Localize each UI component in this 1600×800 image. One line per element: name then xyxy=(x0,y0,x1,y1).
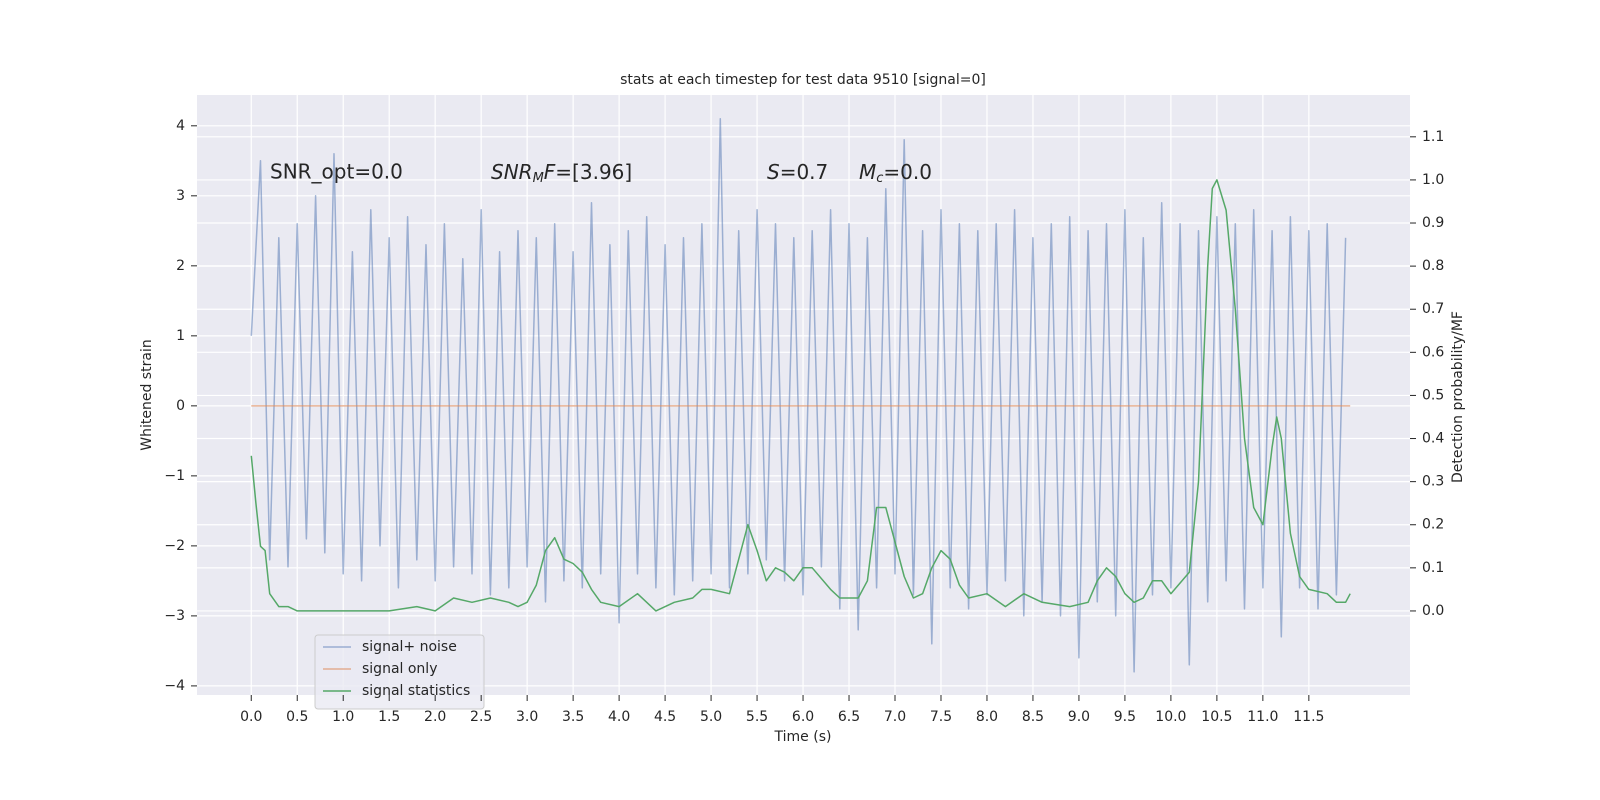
x-tick-label: 5.5 xyxy=(746,709,768,725)
x-tick-label: 11.5 xyxy=(1293,709,1324,725)
x-tick-label: 6.0 xyxy=(792,709,814,725)
annotation-part: M xyxy=(533,171,544,186)
y2-tick-label: 0.5 xyxy=(1422,387,1444,403)
series-line xyxy=(250,179,1351,612)
y-tick-label: −3 xyxy=(164,608,185,624)
annotation-part: =[3.96] xyxy=(555,160,632,184)
y-tick-label: 1 xyxy=(176,328,185,344)
y2-tick-label: 0.9 xyxy=(1422,215,1444,231)
x-tick-label: 10.5 xyxy=(1201,709,1232,725)
x-tick-label: 8.5 xyxy=(1022,709,1044,725)
y-tick-label: 4 xyxy=(176,118,185,134)
annotation: Mc=0.0 xyxy=(859,160,932,186)
annotation: S=0.7 xyxy=(767,160,828,184)
legend-box xyxy=(314,634,485,710)
y2-tick-label: 0.1 xyxy=(1422,560,1444,576)
y-axis-label: Whitened strain xyxy=(139,339,155,450)
y-tick-label: −1 xyxy=(164,468,185,484)
y2-axis-label: Detection probability/MF xyxy=(1450,311,1466,483)
annotation-part: SNR xyxy=(491,160,533,184)
x-tick-label: 7.0 xyxy=(884,709,906,725)
x-tick-label: 9.0 xyxy=(1068,709,1090,725)
y-tick-label: −4 xyxy=(164,678,185,694)
annotation-part: c xyxy=(876,171,883,186)
x-tick-label: 7.5 xyxy=(930,709,952,725)
chart-title: stats at each timestep for test data 951… xyxy=(620,72,986,88)
x-tick-label: 2.0 xyxy=(424,709,446,725)
y2-tick-label: 1.1 xyxy=(1422,129,1444,145)
y2-tick-label: 0.7 xyxy=(1422,301,1444,317)
x-tick-label: 11.0 xyxy=(1247,709,1278,725)
x-tick-label: 1.5 xyxy=(378,709,400,725)
y2-tick-label: 0.8 xyxy=(1422,258,1444,274)
legend: signal+ noise signal only signal statistic… xyxy=(314,634,485,710)
x-tick-label: 2.5 xyxy=(470,709,492,725)
annotation-part: M xyxy=(859,160,876,184)
annotation-part: F xyxy=(544,160,556,184)
x-tick-label: 1.0 xyxy=(332,709,354,725)
x-tick-label: 3.5 xyxy=(562,709,584,725)
x-tick-label: 0.5 xyxy=(286,709,308,725)
y-tick-label: 3 xyxy=(176,188,185,204)
annotation-part: =0.7 xyxy=(780,160,829,184)
annotation-part: S xyxy=(767,160,780,184)
y2-tick-label: 1.0 xyxy=(1422,172,1444,188)
x-tick-label: 10.0 xyxy=(1155,709,1186,725)
series-line xyxy=(250,118,1347,673)
y2-tick-label: 0.0 xyxy=(1422,603,1444,619)
x-tick-label: 9.5 xyxy=(1114,709,1136,725)
y2-tick-label: 0.2 xyxy=(1422,517,1444,533)
x-tick-label: 8.0 xyxy=(976,709,998,725)
marks xyxy=(250,118,1351,673)
legend-label: signal+ noise xyxy=(362,639,457,655)
y-tick-label: 0 xyxy=(176,398,185,414)
legend-label: signal only xyxy=(362,661,437,677)
x-tick-label: 3.0 xyxy=(516,709,538,725)
x-tick-label: 5.0 xyxy=(700,709,722,725)
annotation: SNRMF=[3.96] xyxy=(491,160,632,186)
annotation: SNR_opt=0.0 xyxy=(270,160,403,184)
x-tick-label: 6.5 xyxy=(838,709,860,725)
y-tick-label: −2 xyxy=(164,538,185,554)
y2-tick-label: 0.6 xyxy=(1422,344,1444,360)
x-tick-label: 0.0 xyxy=(240,709,262,725)
y-tick-label: 2 xyxy=(176,258,185,274)
x-tick-label: 4.5 xyxy=(654,709,676,725)
x-axis-label: Time (s) xyxy=(774,729,832,745)
y2-tick-label: 0.3 xyxy=(1422,474,1444,490)
annotation-part: =0.0 xyxy=(883,160,932,184)
y2-tick-label: 0.4 xyxy=(1422,431,1444,447)
legend-label: signal statistics xyxy=(362,683,470,699)
x-tick-label: 4.0 xyxy=(608,709,630,725)
